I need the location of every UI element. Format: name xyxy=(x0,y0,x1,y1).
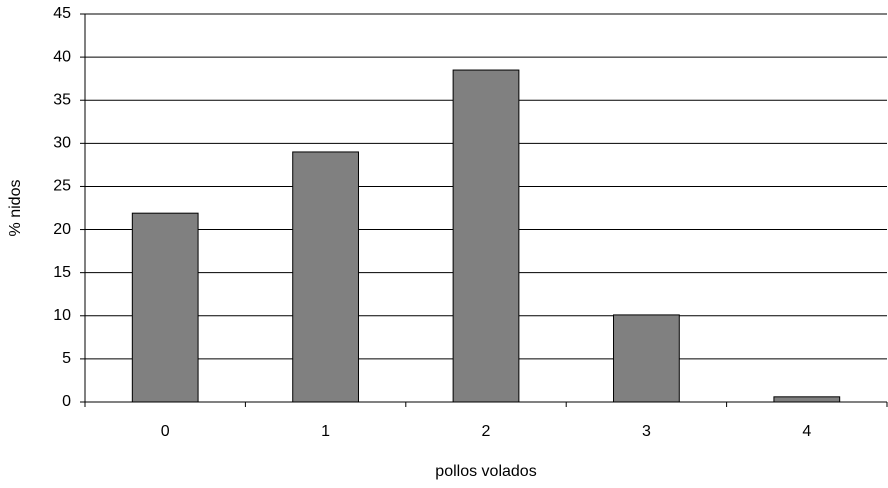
y-tick-label: 5 xyxy=(62,350,71,367)
y-tick-label: 10 xyxy=(53,307,71,324)
y-tick-label: 15 xyxy=(53,264,71,281)
y-tick-label: 35 xyxy=(53,91,71,108)
y-tick-label: 0 xyxy=(62,393,71,410)
bar xyxy=(452,69,520,403)
y-tick-label: 30 xyxy=(53,135,71,152)
x-tick-label: 2 xyxy=(482,423,491,440)
bar xyxy=(773,396,841,403)
x-tick-label: 0 xyxy=(161,423,170,440)
y-axis-label: % nidos xyxy=(7,180,24,237)
y-tick-label: 45 xyxy=(53,5,71,22)
y-tick-label: 40 xyxy=(53,48,71,65)
y-tick-label: 20 xyxy=(53,221,71,238)
x-axis-label: pollos volados xyxy=(435,463,536,480)
bar xyxy=(131,212,199,403)
bar xyxy=(613,314,680,403)
x-tick-label: 3 xyxy=(642,423,651,440)
x-tick-label: 1 xyxy=(321,423,330,440)
bar xyxy=(292,151,359,403)
x-tick-label: 4 xyxy=(802,423,811,440)
y-tick-label: 25 xyxy=(53,178,71,195)
